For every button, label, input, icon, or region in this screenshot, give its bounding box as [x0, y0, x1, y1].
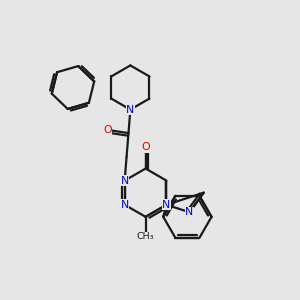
Text: N: N: [185, 207, 194, 217]
Text: N: N: [126, 105, 134, 115]
Text: N: N: [162, 200, 171, 210]
Text: O: O: [103, 125, 112, 135]
Text: N: N: [121, 176, 129, 186]
Text: CH₃: CH₃: [137, 232, 154, 242]
Text: O: O: [141, 142, 150, 152]
Text: N: N: [121, 200, 129, 210]
